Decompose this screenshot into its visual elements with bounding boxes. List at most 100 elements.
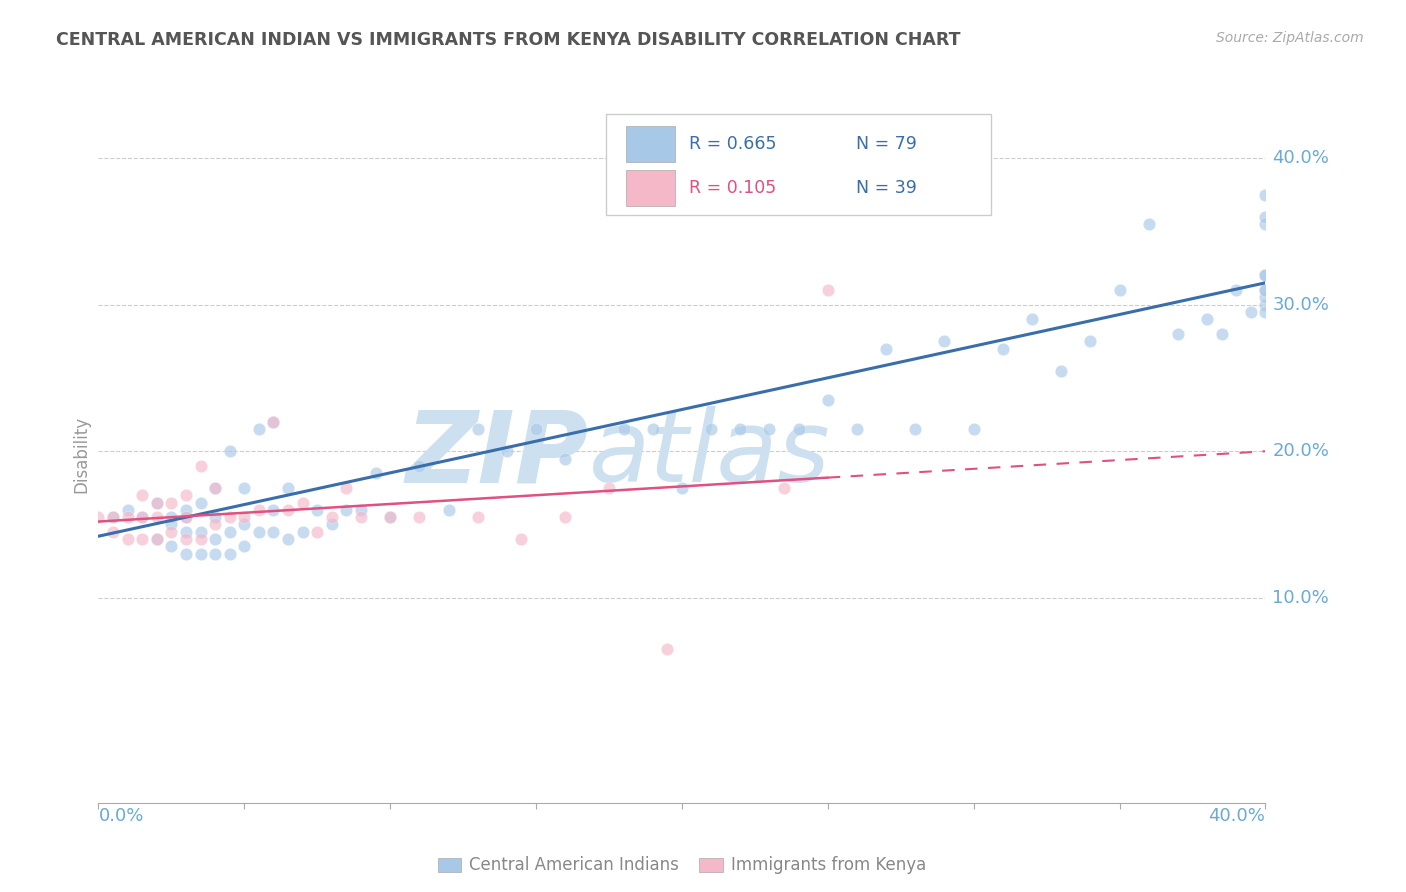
Point	[277, 503, 299, 517]
Text: 20.0%: 20.0%	[1272, 442, 1329, 460]
Point	[174, 510, 197, 524]
Point	[204, 510, 226, 524]
Point	[773, 481, 796, 495]
Point	[1254, 268, 1277, 283]
Point	[160, 524, 183, 539]
Text: 30.0%: 30.0%	[1272, 296, 1329, 314]
Point	[204, 481, 226, 495]
FancyBboxPatch shape	[626, 126, 675, 161]
Point	[875, 342, 897, 356]
Point	[1167, 327, 1189, 342]
Point	[233, 540, 256, 554]
Point	[1195, 312, 1218, 326]
Text: CENTRAL AMERICAN INDIAN VS IMMIGRANTS FROM KENYA DISABILITY CORRELATION CHART: CENTRAL AMERICAN INDIAN VS IMMIGRANTS FR…	[56, 31, 960, 49]
Point	[1211, 327, 1233, 342]
Point	[291, 495, 314, 509]
Point	[408, 458, 430, 473]
Point	[117, 532, 139, 546]
Point	[233, 481, 256, 495]
Point	[378, 510, 402, 524]
Point	[204, 547, 226, 561]
Point	[160, 510, 183, 524]
Legend: Central American Indians, Immigrants from Kenya: Central American Indians, Immigrants fro…	[437, 856, 927, 874]
Point	[190, 524, 212, 539]
Y-axis label: Disability: Disability	[72, 417, 90, 493]
Point	[131, 510, 153, 524]
Point	[101, 510, 124, 524]
Point	[1254, 298, 1277, 312]
Text: R = 0.665: R = 0.665	[689, 135, 776, 153]
Point	[262, 415, 284, 429]
Point	[262, 415, 284, 429]
Point	[277, 532, 299, 546]
Point	[87, 510, 110, 524]
Point	[554, 510, 576, 524]
Point	[247, 503, 270, 517]
Point	[335, 503, 357, 517]
Point	[262, 524, 284, 539]
Point	[350, 503, 373, 517]
Point	[146, 495, 169, 509]
Point	[160, 517, 183, 532]
Point	[1021, 312, 1043, 326]
Point	[962, 422, 984, 436]
Point	[817, 283, 839, 297]
Point	[174, 503, 197, 517]
Point	[845, 422, 868, 436]
Point	[510, 532, 533, 546]
Point	[160, 540, 183, 554]
Point	[554, 451, 576, 466]
Text: 0.0%: 0.0%	[98, 807, 143, 825]
Point	[495, 444, 517, 458]
Text: 40.0%: 40.0%	[1272, 149, 1329, 168]
Point	[350, 510, 373, 524]
Point	[101, 510, 124, 524]
Point	[146, 532, 169, 546]
Point	[190, 547, 212, 561]
Point	[218, 510, 240, 524]
Point	[335, 481, 357, 495]
Point	[408, 510, 430, 524]
Point	[321, 517, 343, 532]
Point	[307, 503, 329, 517]
Point	[146, 510, 169, 524]
Point	[174, 547, 197, 561]
Point	[190, 532, 212, 546]
Point	[1240, 305, 1263, 319]
Point	[174, 524, 197, 539]
Point	[204, 517, 226, 532]
Point	[204, 481, 226, 495]
FancyBboxPatch shape	[626, 169, 675, 206]
Point	[598, 481, 620, 495]
Point	[1254, 283, 1277, 297]
Point	[233, 510, 256, 524]
Point	[671, 481, 693, 495]
Point	[467, 422, 489, 436]
Point	[146, 495, 169, 509]
Point	[787, 422, 810, 436]
Point	[1225, 283, 1247, 297]
Point	[321, 510, 343, 524]
Text: atlas: atlas	[589, 407, 830, 503]
Point	[378, 510, 402, 524]
Point	[307, 524, 329, 539]
Point	[1137, 217, 1160, 231]
Point	[218, 444, 240, 458]
Point	[700, 422, 723, 436]
FancyBboxPatch shape	[606, 114, 991, 215]
Point	[641, 422, 664, 436]
Point	[1254, 290, 1277, 304]
Point	[1254, 268, 1277, 283]
Point	[612, 422, 634, 436]
Point	[174, 510, 197, 524]
Point	[934, 334, 956, 349]
Point	[291, 524, 314, 539]
Point	[131, 488, 153, 502]
Point	[1108, 283, 1130, 297]
Point	[657, 642, 679, 657]
Point	[1080, 334, 1102, 349]
Point	[467, 510, 489, 524]
Point	[758, 422, 780, 436]
Point	[524, 422, 547, 436]
Point	[1254, 305, 1277, 319]
